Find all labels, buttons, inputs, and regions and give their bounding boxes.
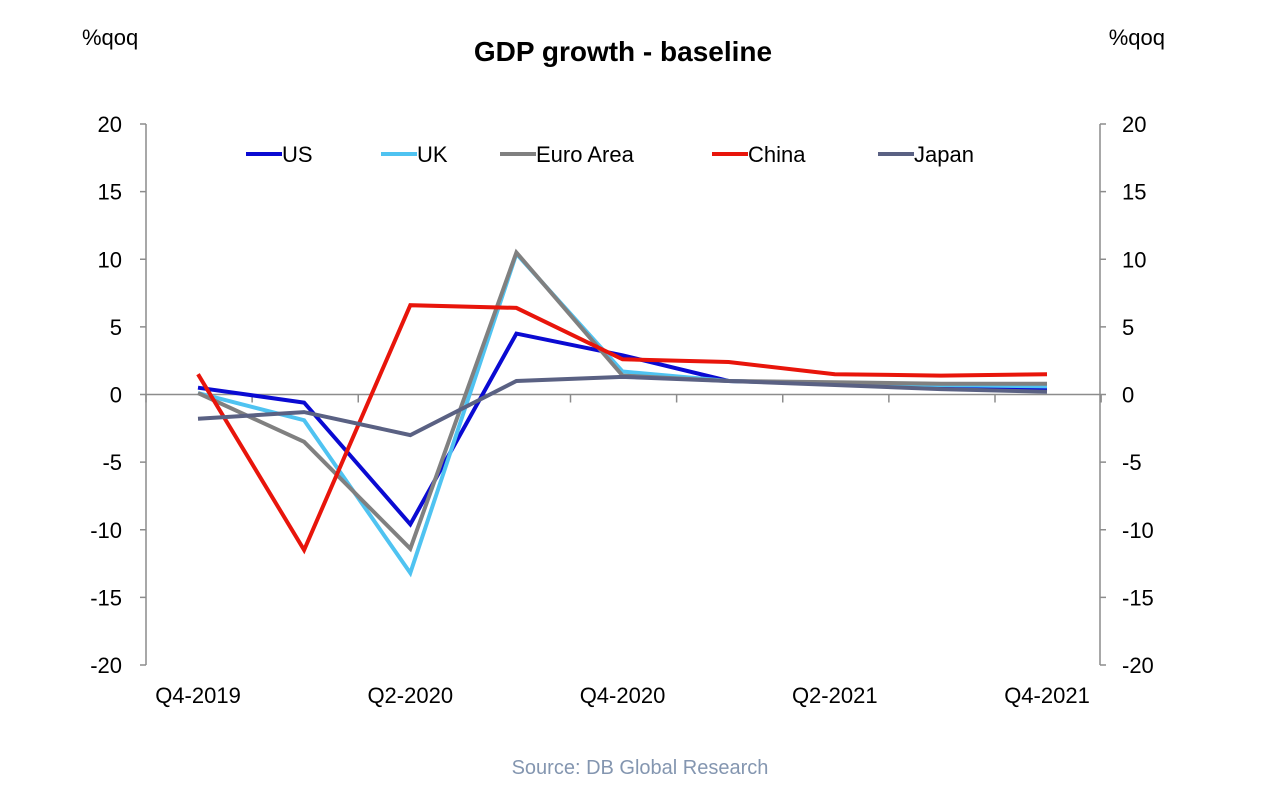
left-y-tick-label: 0 bbox=[110, 383, 122, 408]
x-tick-label: Q2-2020 bbox=[367, 683, 453, 708]
legend-label-us: US bbox=[282, 142, 313, 167]
right-y-tick-label: 5 bbox=[1122, 315, 1134, 340]
source-note: Source: DB Global Research bbox=[512, 757, 769, 779]
right-y-tick-label: 10 bbox=[1122, 247, 1146, 272]
legend: US UK Euro Area China Japan bbox=[246, 142, 974, 167]
series-lines bbox=[196, 248, 1048, 578]
left-y-tick-label: -10 bbox=[90, 518, 122, 543]
right-y-tick-label: 15 bbox=[1122, 180, 1146, 205]
series-line-us bbox=[197, 331, 1048, 528]
right-y-tick-label: -5 bbox=[1122, 450, 1142, 475]
left-y-tick-label: 20 bbox=[98, 112, 122, 137]
left-y-axis: 20 15 10 5 0 -5 -10 -15 -20 bbox=[90, 112, 147, 678]
left-axis-unit-label: %qoq bbox=[82, 25, 138, 50]
right-y-tick-label: -20 bbox=[1122, 653, 1154, 678]
legend-label-euro-area: Euro Area bbox=[536, 142, 635, 167]
series-line-japan bbox=[197, 374, 1048, 438]
right-y-axis: 20 15 10 5 0 -5 -10 -15 -20 bbox=[1099, 112, 1154, 678]
series-line-uk bbox=[197, 249, 1048, 578]
left-y-tick-label: -15 bbox=[90, 585, 122, 610]
right-y-tick-label: 0 bbox=[1122, 383, 1134, 408]
left-y-tick-label: 15 bbox=[98, 180, 122, 205]
right-y-tick-label: -10 bbox=[1122, 518, 1154, 543]
left-y-tick-label: -5 bbox=[102, 450, 122, 475]
left-y-tick-label: 5 bbox=[110, 315, 122, 340]
legend-label-china: China bbox=[748, 142, 806, 167]
legend-label-japan: Japan bbox=[914, 142, 974, 167]
right-y-tick-label: -15 bbox=[1122, 585, 1154, 610]
x-axis: Q4-2019 Q2-2020 Q4-2020 Q2-2021 Q4-2021 bbox=[145, 393, 1102, 708]
right-y-tick-label: 20 bbox=[1122, 112, 1146, 137]
left-y-tick-label: -20 bbox=[90, 653, 122, 678]
left-y-tick-label: 10 bbox=[98, 247, 122, 272]
x-tick-label: Q2-2021 bbox=[792, 683, 878, 708]
chart-title: GDP growth - baseline bbox=[474, 36, 772, 67]
right-axis-unit-label: %qoq bbox=[1109, 25, 1165, 50]
x-tick-label: Q4-2020 bbox=[580, 683, 666, 708]
series-line-china bbox=[196, 303, 1048, 555]
legend-label-uk: UK bbox=[417, 142, 448, 167]
x-tick-label: Q4-2021 bbox=[1004, 683, 1090, 708]
x-tick-label: Q4-2019 bbox=[155, 683, 241, 708]
